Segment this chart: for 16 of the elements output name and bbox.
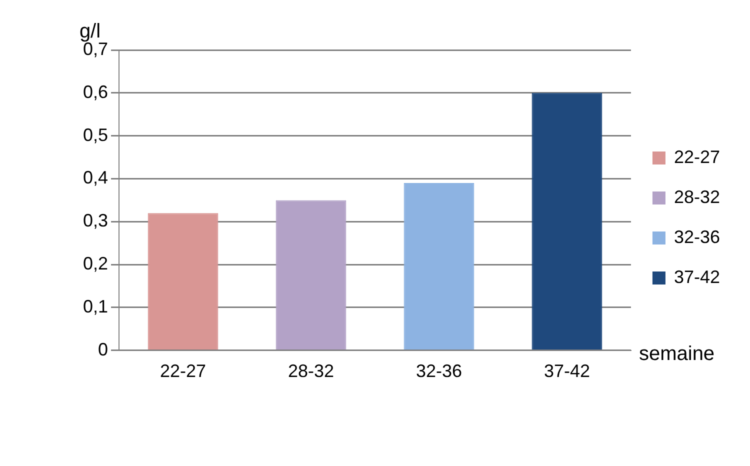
y-tick-label: 0,5 xyxy=(82,124,108,145)
y-tick-label: 0 xyxy=(98,339,108,360)
y-tick-label: 0,6 xyxy=(82,82,108,102)
legend-label: 37-42 xyxy=(674,266,720,287)
y-tick-label: 0,4 xyxy=(82,168,108,188)
x-tick-label: 28-32 xyxy=(288,361,334,382)
x-tick-label: 22-27 xyxy=(160,361,206,382)
x-tick-label: 37-42 xyxy=(544,361,590,382)
legend-label: 32-36 xyxy=(674,226,720,247)
legend-label: 22-27 xyxy=(674,146,720,167)
x-axis-title: semaine xyxy=(638,342,715,365)
y-tick-label: 0,2 xyxy=(82,254,108,274)
y-tick-label: 0,1 xyxy=(82,296,108,316)
y-tick-label: 0,3 xyxy=(82,210,108,231)
legend-label: 28-32 xyxy=(674,186,720,207)
x-tick-label: 32-36 xyxy=(416,361,462,382)
